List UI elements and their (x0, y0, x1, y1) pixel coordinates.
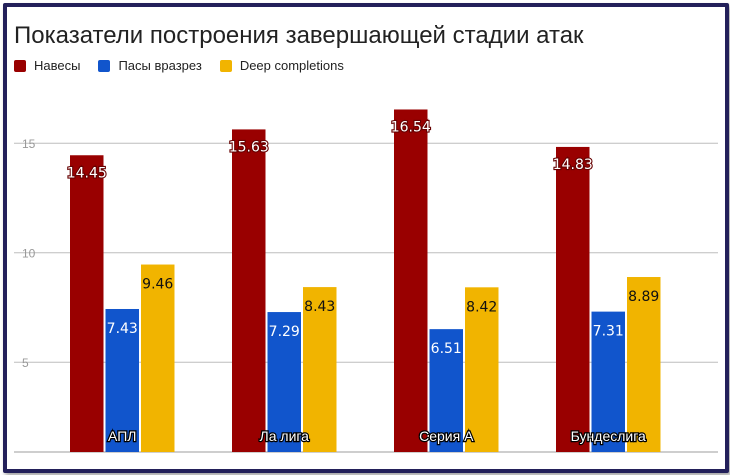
bar-deep-1 (141, 264, 175, 452)
data-label-pasy-2: 7.29 (269, 324, 300, 340)
bar-deep-2 (303, 287, 337, 452)
y-tick-label-5: 5 (22, 356, 29, 370)
data-label-pasy-4: 7.31 (593, 324, 624, 340)
data-label-deep-3: 8.42 (466, 299, 497, 315)
bar-pasy-2 (267, 312, 301, 452)
bar-deep-3 (465, 287, 499, 452)
data-label-navesy-3: 16.54 (391, 119, 431, 135)
bar-navesy-2 (232, 129, 266, 452)
bar-pasy-4 (591, 311, 625, 452)
bar-deep-4 (627, 277, 661, 452)
chart-legend: Навесы Пасы вразрез Deep completions (14, 58, 362, 73)
legend-swatch-navesy (14, 59, 26, 72)
category-label-4: Бундеслига (571, 428, 646, 444)
legend-item-deep: Deep completions (219, 58, 344, 73)
legend-label-deep: Deep completions (239, 58, 344, 73)
chart-title: Показатели построения завершающей стадии… (14, 22, 584, 49)
data-label-navesy-2: 15.63 (229, 139, 269, 155)
legend-swatch-deep (219, 59, 232, 72)
bar-navesy-3 (394, 109, 428, 452)
legend-label-pasy: Пасы вразрез (118, 58, 202, 73)
legend-item-navesy: Навесы (14, 58, 80, 73)
category-label-1: АПЛ (108, 428, 136, 444)
bar-navesy-4 (556, 146, 590, 453)
data-label-deep-2: 8.43 (304, 299, 335, 315)
legend-swatch-pasy (98, 59, 111, 72)
data-label-deep-1: 9.46 (142, 277, 173, 293)
data-label-deep-4: 8.89 (628, 289, 659, 305)
bar-pasy-1 (105, 308, 139, 452)
y-tick-label-10: 10 (22, 247, 36, 261)
bar-navesy-1 (70, 155, 104, 452)
data-label-navesy-1: 14.45 (67, 165, 107, 181)
legend-label-navesy: Навесы (34, 58, 81, 73)
data-label-pasy-1: 7.43 (107, 321, 138, 337)
data-label-pasy-3: 6.51 (431, 341, 462, 357)
category-label-3: Серия А (419, 428, 474, 444)
y-tick-label-15: 15 (22, 137, 36, 151)
category-label-2: Ла лига (260, 428, 310, 444)
data-label-navesy-4: 14.83 (553, 157, 593, 173)
bar-pasy-3 (429, 329, 463, 452)
legend-item-pasy: Пасы вразрез (98, 58, 202, 73)
